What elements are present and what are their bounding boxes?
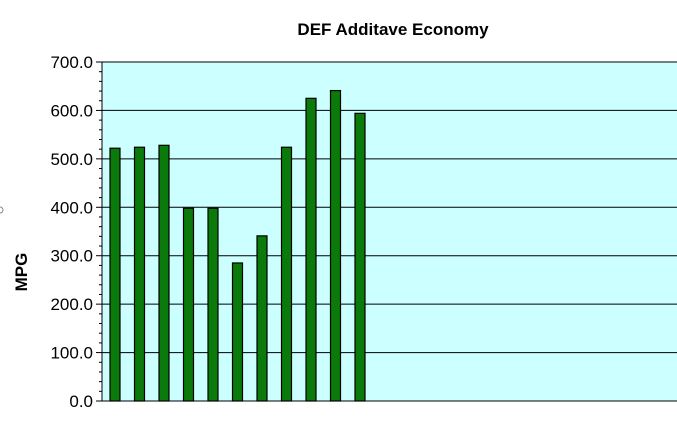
plot-area: [102, 62, 677, 401]
gridlines: [102, 61, 677, 354]
y-tick-label: 300.0: [50, 247, 93, 266]
bar-7: [256, 235, 268, 402]
bar-1: [109, 147, 121, 402]
y-tick-label: 0.0: [69, 392, 93, 411]
y-tick-label: 600.0: [50, 101, 93, 120]
y-axis-label: MPG: [12, 253, 31, 292]
bar-5: [207, 207, 219, 402]
bar-11: [354, 112, 366, 402]
y-tick-label: 100.0: [50, 344, 93, 363]
bars: [109, 89, 366, 402]
bar-2: [133, 146, 146, 402]
y-tick-label: 200.0: [50, 295, 93, 314]
y-tick-label: 700.0: [50, 53, 93, 72]
bar-4: [182, 207, 195, 402]
y-tick-label: 500.0: [50, 150, 93, 169]
bar-3: [158, 144, 170, 402]
bar-10: [329, 89, 342, 402]
bar-9: [305, 97, 317, 402]
bar-6: [231, 262, 244, 402]
y-axis-ticks: 0.0 100.0 200.0 300.0 400.0 500.0 600.0 700.0: [50, 53, 102, 411]
bar-8: [280, 146, 293, 402]
edge-marker: [0, 206, 4, 214]
chart-title: DEF Additave Economy: [297, 20, 489, 39]
y-tick-label: 400.0: [50, 198, 93, 217]
